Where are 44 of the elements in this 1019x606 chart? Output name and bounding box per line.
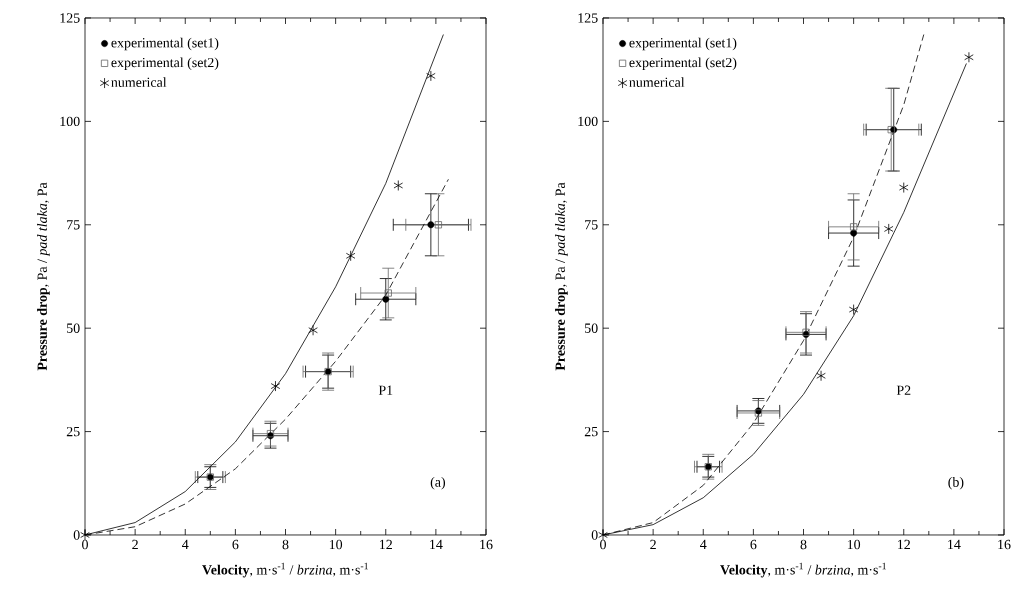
x-tick-label: 10 [329,539,343,550]
y-tick-label: 75 [585,220,598,230]
x-tick-label: 4 [700,539,707,550]
x-tick-label: 8 [282,539,289,550]
legend-label: experimental (set2) [111,57,219,71]
x-axis-title: Velocity, m·s$^{-1}$ / brzina, m·s$^{-1}$ [202,562,368,578]
legend-label: numerical [629,77,685,88]
y-tick-label: 0 [591,530,598,540]
x-tick-label: 14 [948,539,961,550]
x-tick-label: 6 [750,539,757,550]
x-tick-label: 0 [600,539,606,550]
x-tick-label: 12 [898,539,910,550]
annotation: (a) [430,476,446,490]
y-tick-label: 25 [66,426,80,437]
y-tick-label: 50 [585,323,598,333]
y-tick-label: 125 [60,13,80,23]
y-tick-label: 0 [73,530,80,540]
y-tick-label: 100 [578,116,598,127]
x-tick-label: 12 [380,539,392,550]
legend-label: experimental (set1) [629,37,737,51]
annotation: (b) [948,476,964,490]
legend-label: numerical [111,77,167,88]
y-axis-title: Pressure drop, Pa / pad tlaka, Pa [555,182,568,371]
x-tick-label: 4 [182,539,189,550]
annotation: P2 [896,385,911,395]
x-tick-label: 8 [800,539,807,550]
y-tick-label: 75 [67,220,80,230]
y-axis-title: Pressure drop, Pa / pad tlaka, Pa [37,182,50,371]
legend-label: experimental (set2) [629,57,737,71]
x-tick-label: 16 [998,539,1011,550]
x-tick-label: 2 [132,539,138,550]
x-axis-title: Velocity, m·s$^{-1}$ / brzina, m·s$^{-1}$ [720,562,886,578]
y-tick-label: 125 [578,13,598,23]
x-tick-label: 2 [650,539,656,550]
x-tick-label: 16 [480,539,493,550]
x-tick-label: 6 [232,539,239,550]
y-tick-label: 100 [60,116,80,127]
x-tick-label: 0 [82,539,88,550]
y-tick-label: 50 [67,323,80,333]
x-tick-label: 10 [847,539,861,550]
annotation: P1 [378,385,393,395]
x-tick-label: 14 [430,539,443,550]
y-tick-label: 25 [584,426,598,437]
legend-label: experimental (set1) [111,37,219,51]
